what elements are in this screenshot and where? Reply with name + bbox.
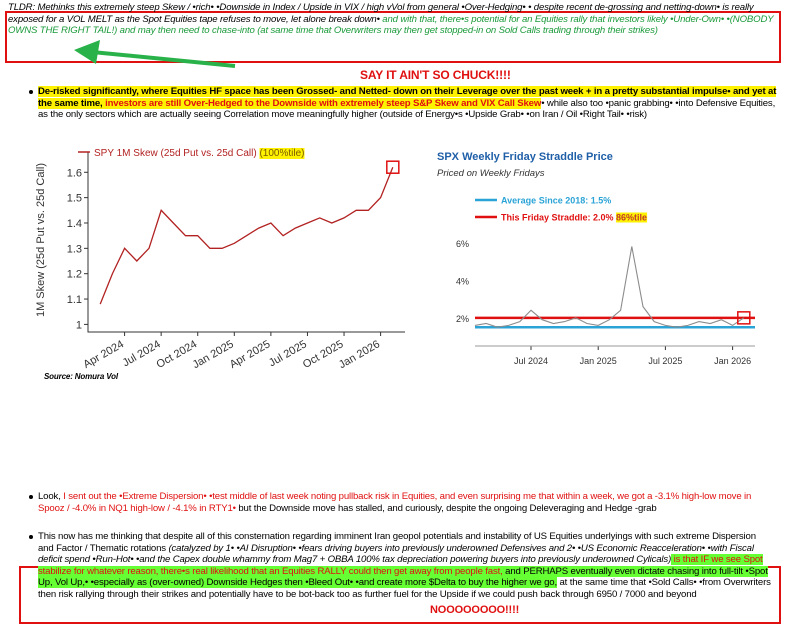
x-tick-label: Jul 2025 <box>648 356 682 366</box>
tldr-box <box>5 11 781 63</box>
text-run: This now has me thinking that despite al… <box>38 531 756 554</box>
axis-frame <box>87 152 405 333</box>
exclaim: SAY IT AIN'T SO CHUCK!!!! <box>360 68 511 82</box>
bullet-paragraph: De-risked significantly, where Equities … <box>29 86 778 121</box>
legend-label: This Friday Straddle: 2.0% 86%tile <box>501 213 647 223</box>
legend-percentile: 86%tile <box>616 213 647 223</box>
x-tick-label: Apr 2025 <box>228 338 273 371</box>
tldr-paragraph: TLDR: Methinks this extremely steep Skew… <box>8 2 778 37</box>
text-run: I sent out the •Extreme Dispersion• •tes… <box>38 491 752 514</box>
green-arrow <box>74 40 236 68</box>
source-note: Source: Nomura Vol <box>44 372 118 381</box>
legend: SPY 1M Skew (25d Put vs. 25d Call) (100%… <box>94 148 304 159</box>
chart-title: SPX Weekly Friday Straddle Price <box>437 151 613 163</box>
data-line <box>99 166 394 305</box>
text-run: at the same time that •Sold Calls• •from… <box>38 577 771 600</box>
y-tick-label: 1.5 <box>67 193 82 205</box>
legend-percentile: (100%tile) <box>259 148 304 159</box>
y-tick-label: 1.4 <box>67 218 82 230</box>
end-marker <box>386 160 400 174</box>
y-tick-label: 1.2 <box>67 269 82 281</box>
x-tick-label: Jan 2025 <box>580 356 617 366</box>
x-tick-label: Apr 2024 <box>81 338 126 371</box>
end-marker <box>737 311 751 325</box>
legend-label: SPY 1M Skew (25d Put vs. 25d Call) <box>94 148 257 159</box>
text-run: investors are still Over-Hedged to the D… <box>105 97 542 109</box>
text-run: • while also too •panic grabbing• •into … <box>38 97 776 121</box>
straddle-chart: SPX Weekly Friday Straddle Price Priced o… <box>437 151 755 366</box>
y-tick-label: 2% <box>456 314 469 324</box>
text-run: and with that, there•s potential for an … <box>8 13 774 37</box>
legend-highlight <box>616 212 648 223</box>
y-tick-label: 1.1 <box>67 294 82 306</box>
y-tick-label: 4% <box>456 276 469 286</box>
arrow-head <box>74 40 100 64</box>
x-tick-label: Jan 2026 <box>337 338 382 371</box>
legend-name: This Friday Straddle: 2.0% <box>501 213 614 223</box>
y-tick-label: 1.3 <box>67 243 82 255</box>
x-tick-label: Jan 2025 <box>191 338 236 371</box>
legend-name: Average Since 2018: 1.5% <box>501 196 611 206</box>
legend-label: Average Since 2018: 1.5% <box>501 196 611 206</box>
chart-subtitle: Priced on Weekly Fridays <box>437 168 545 179</box>
text-run: (catalyzed by 1• •AI Disruption• •fears … <box>38 542 754 566</box>
y-tick-label: 6% <box>456 239 469 249</box>
x-tick-label: Jul 2024 <box>514 356 548 366</box>
y-axis-label: 1M Skew (25d Put vs. 25d Call) <box>35 163 47 317</box>
y-tick-label: 1.6 <box>67 167 82 179</box>
x-tick-label: Jan 2026 <box>714 356 751 366</box>
text-run: Look, <box>38 491 64 502</box>
bullet-paragraph: This now has me thinking that despite al… <box>29 531 773 601</box>
bullet-paragraph: Look, I sent out the •Extreme Dispersion… <box>29 491 778 514</box>
arrow-shaft <box>91 50 236 68</box>
text-run: but the Downside move has stalled, and c… <box>235 502 657 514</box>
text-run: TLDR: Methinks this extremely steep Skew… <box>8 2 754 25</box>
legend-highlight <box>259 148 305 159</box>
data-line <box>474 246 745 328</box>
closing-exclaim: NOOOOOOOO!!!! <box>430 604 520 616</box>
y-tick-label: 1 <box>76 319 82 331</box>
